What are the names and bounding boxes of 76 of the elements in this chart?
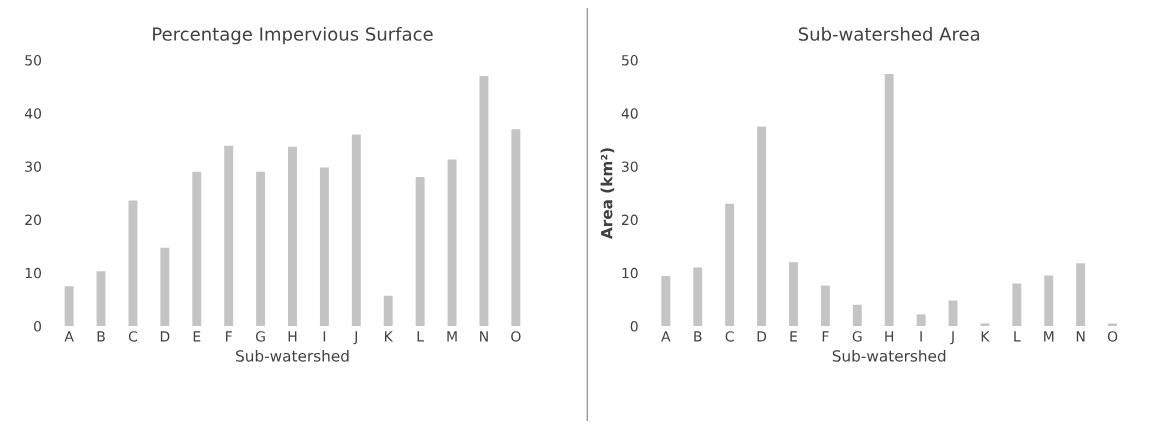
y-tick-label: 20 [621,214,638,226]
x-tick-label: C [128,331,138,342]
chart-title: Percentage Impervious Surface [153,26,433,45]
y-tick-label: 50 [622,55,638,66]
y-tick-label: 30 [25,161,42,172]
x-tick-label: I [920,331,922,342]
x-axis-title: Sub-watershed [236,349,349,362]
x-tick-label: C [725,331,734,342]
y-tick-label: 40 [621,108,638,119]
bar [479,76,489,327]
bar [415,177,425,327]
x-tick-label: K [385,331,394,342]
x-tick-label: O [1107,331,1118,342]
bar [757,126,767,327]
bar [1012,283,1022,327]
bar [160,247,170,327]
bar [725,203,735,327]
bar [319,167,329,327]
x-tick-label: E [790,331,797,342]
x-tick-label: D [757,331,767,342]
chart-title: Sub-watershed Area [798,26,980,41]
x-tick-label: D [160,331,170,342]
x-tick-label: B [694,331,702,342]
x-tick-label: O [511,331,521,342]
bar [351,134,361,327]
bar [1076,263,1086,327]
y-tick-label: 30 [622,161,638,172]
x-tick-label: E [193,331,201,342]
bar [447,159,457,327]
bar [884,73,894,327]
y-tick-label: 20 [25,214,42,226]
bar [511,129,521,327]
y-tick-label: 40 [24,108,42,119]
bar [1108,323,1118,327]
x-tick-label: B [97,331,105,342]
bar [256,171,266,327]
y-tick-label: 10 [25,267,42,279]
x-tick-label: N [1076,331,1085,342]
x-tick-label: H [288,331,297,342]
x-tick-label: M [447,331,457,342]
x-tick-label: K [981,331,990,342]
bar [789,262,798,327]
y-tick-label: 0 [630,321,638,332]
bar [96,271,106,327]
x-tick-label: A [64,331,74,342]
bar [1044,275,1054,327]
x-tick-label: J [353,331,357,345]
x-tick-label: A [661,331,671,342]
bar [383,295,393,327]
x-tick-label: F [226,331,232,342]
bar [852,304,862,327]
x-tick-label: J [950,331,954,345]
x-tick-label: I [323,331,326,342]
bar [192,171,202,327]
bar [916,314,926,327]
bar [64,286,74,327]
x-tick-label: G [255,331,265,342]
bar [224,145,234,327]
x-tick-label: F [822,331,829,342]
x-tick-label: L [1014,331,1021,342]
bar [128,200,138,327]
y-axis-title: Area (km²) [600,148,615,240]
y-tick-label: 10 [622,267,638,279]
y-tick-label: 0 [34,321,42,332]
x-tick-label: H [885,331,894,342]
x-tick-label: M [1044,331,1054,342]
bar [980,323,990,327]
x-tick-label: G [852,331,862,342]
y-tick-label: 50 [25,55,42,66]
bar [693,267,703,327]
x-tick-label: N [480,331,488,342]
bar [661,276,671,327]
bar [288,146,297,327]
x-axis-title: Sub-watershed [832,349,946,362]
bar [820,285,830,327]
x-tick-label: L [417,331,424,342]
